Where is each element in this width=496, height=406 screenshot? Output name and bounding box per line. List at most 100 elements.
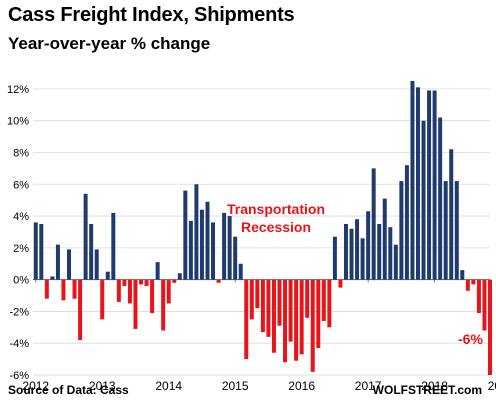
x-tick-label: 2017 (355, 379, 382, 393)
bar (388, 227, 393, 280)
bar (294, 279, 299, 361)
bar (438, 117, 443, 280)
bar (161, 279, 166, 331)
bar (343, 224, 348, 280)
bar (288, 279, 293, 342)
x-tick-label: 2014 (155, 379, 182, 393)
bar (244, 279, 249, 360)
bar (105, 271, 110, 280)
bar (150, 279, 155, 314)
x-tick-label: 2016 (288, 379, 315, 393)
bar (205, 201, 210, 280)
bar (39, 224, 44, 280)
bar (415, 87, 420, 280)
bar (271, 279, 276, 353)
bar (177, 273, 182, 280)
y-tick-label: 4% (13, 211, 29, 223)
bar (116, 279, 121, 302)
y-tick-label: 8% (13, 147, 29, 159)
x-tick-label: 2015 (222, 379, 249, 393)
bar (238, 263, 243, 280)
x-tick-label: 2019 (488, 379, 496, 393)
bar (255, 279, 260, 309)
bar (111, 212, 116, 280)
bar (404, 165, 409, 280)
annotation-label: Transportation (227, 201, 325, 217)
bar (188, 220, 193, 280)
bar (144, 279, 149, 286)
bar (283, 279, 288, 363)
bar (360, 238, 365, 280)
bar (100, 279, 105, 320)
chart-subtitle: Year-over-year % change (8, 34, 211, 53)
bar (127, 279, 132, 304)
bar (432, 90, 437, 280)
bar (338, 279, 343, 288)
bar (194, 184, 199, 280)
bar (44, 279, 49, 299)
y-tick-label: -4% (9, 338, 29, 350)
bar (382, 198, 387, 280)
bar (139, 279, 144, 285)
bar (299, 279, 304, 355)
y-tick-label: 12% (7, 84, 29, 96)
bar (83, 193, 88, 280)
bar (321, 279, 326, 321)
bar (465, 279, 470, 291)
bar (89, 224, 94, 280)
bar (454, 181, 459, 280)
bar (78, 279, 83, 341)
bar (327, 279, 332, 328)
bar (476, 279, 481, 314)
brand-logo: WOLFSTREET.com (372, 383, 482, 397)
bar (316, 279, 321, 348)
y-tick-label: 2% (13, 243, 29, 255)
y-tick-label: -6% (9, 370, 29, 382)
bar (332, 236, 337, 280)
bar (166, 279, 171, 304)
annotation-label: Recession (241, 219, 311, 235)
y-tick-label: 0% (13, 275, 29, 287)
bar (216, 279, 221, 283)
bar (67, 249, 72, 280)
bar (371, 168, 376, 280)
bar (471, 279, 476, 285)
chart-title: Cass Freight Index, Shipments (8, 4, 295, 26)
bar (72, 279, 77, 299)
bar (33, 222, 38, 280)
bar (449, 149, 454, 280)
bar (482, 279, 487, 331)
y-tick-label: 6% (13, 179, 29, 191)
bar (249, 279, 254, 320)
bar (410, 80, 415, 280)
y-tick-label: -2% (9, 306, 29, 318)
bar (172, 279, 177, 283)
bar (260, 279, 265, 333)
bar (133, 279, 138, 329)
bar (183, 190, 188, 280)
bar (393, 244, 398, 280)
bar (55, 244, 60, 280)
bar (211, 222, 216, 280)
x-tick-label: 2013 (89, 379, 116, 393)
bar (310, 279, 315, 372)
bar (266, 279, 271, 337)
bar (349, 228, 354, 280)
x-tick-label: 2012 (22, 379, 49, 393)
bar (155, 262, 160, 280)
bar (199, 209, 204, 280)
bar (488, 279, 492, 375)
bar (305, 279, 310, 318)
source-note: Source of Data: Cass (8, 383, 129, 397)
bar (460, 270, 465, 280)
bar (122, 279, 127, 286)
bar (427, 90, 432, 280)
bar (233, 236, 238, 280)
y-tick-label: 10% (7, 116, 29, 128)
x-tick-label: 2018 (421, 379, 448, 393)
bar (222, 212, 227, 280)
bar (61, 279, 66, 301)
bar (355, 219, 360, 280)
bar (399, 181, 404, 280)
